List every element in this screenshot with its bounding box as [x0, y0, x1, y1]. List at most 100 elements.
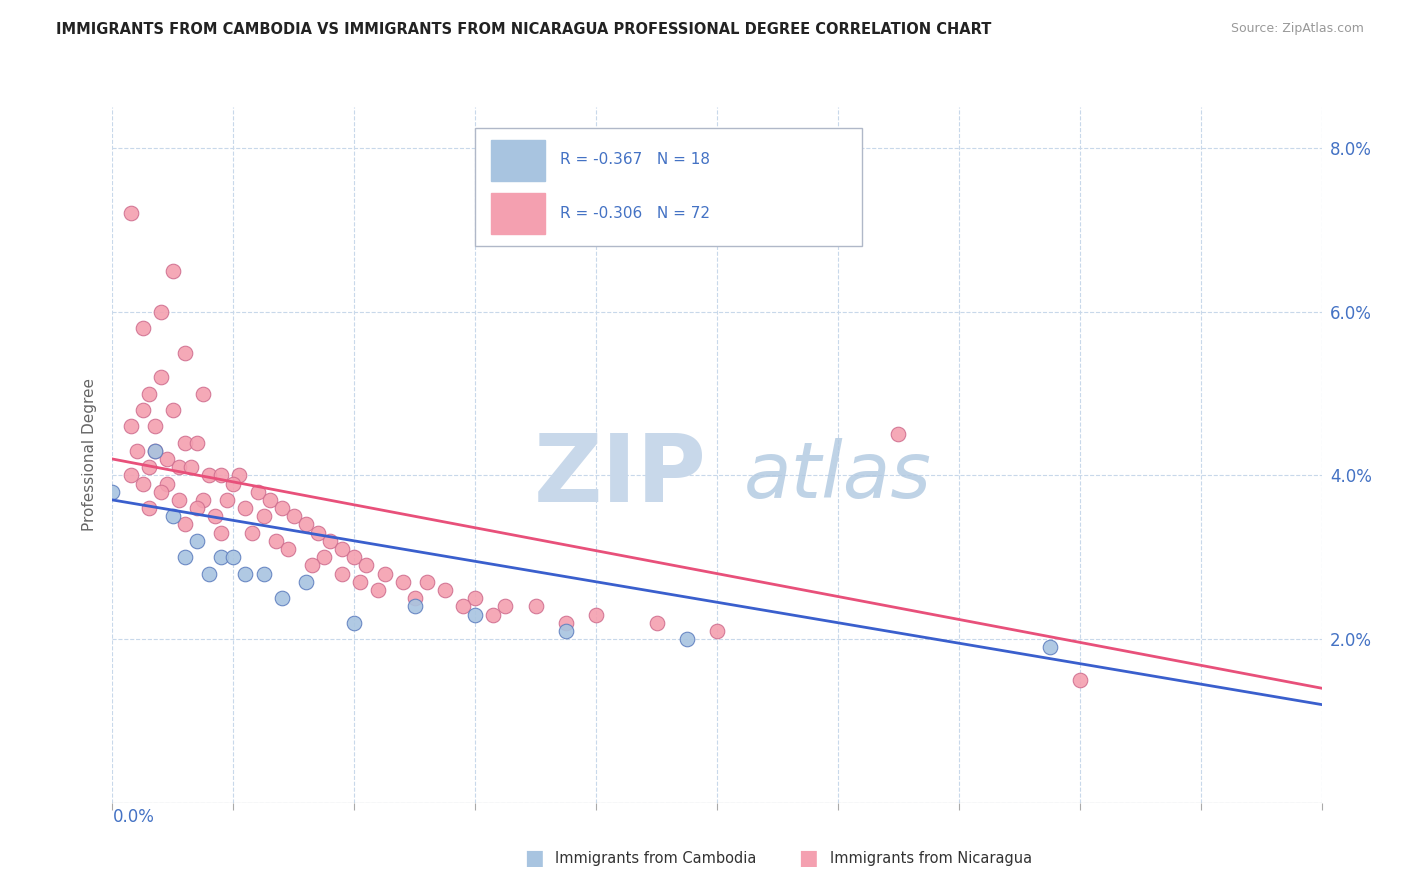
- Point: [143, 419, 166, 434]
- Point: [235, 566, 257, 581]
- Point: [138, 460, 160, 475]
- Point: [253, 566, 276, 581]
- Text: R = -0.367   N = 18: R = -0.367 N = 18: [561, 153, 710, 168]
- Point: [120, 419, 142, 434]
- Text: ZIP: ZIP: [534, 430, 707, 522]
- Point: [495, 599, 517, 614]
- Text: Source: ZipAtlas.com: Source: ZipAtlas.com: [1230, 22, 1364, 36]
- Text: IMMIGRANTS FROM CAMBODIA VS IMMIGRANTS FROM NICARAGUA PROFESSIONAL DEGREE CORREL: IMMIGRANTS FROM CAMBODIA VS IMMIGRANTS F…: [56, 22, 991, 37]
- Point: [209, 525, 232, 540]
- Point: [120, 468, 142, 483]
- Point: [149, 304, 172, 318]
- Point: [143, 443, 166, 458]
- Point: [186, 533, 208, 548]
- Point: [887, 427, 910, 442]
- Text: 0.0%: 0.0%: [112, 808, 155, 826]
- Point: [270, 591, 292, 606]
- Y-axis label: Professional Degree: Professional Degree: [82, 378, 97, 532]
- Point: [174, 435, 197, 450]
- Point: [554, 615, 576, 630]
- Point: [391, 574, 413, 589]
- Point: [349, 574, 371, 589]
- Text: atlas: atlas: [744, 438, 932, 514]
- Text: Immigrants from Cambodia: Immigrants from Cambodia: [555, 851, 756, 865]
- Point: [186, 435, 208, 450]
- Point: [132, 321, 155, 335]
- Text: Immigrants from Nicaragua: Immigrants from Nicaragua: [830, 851, 1032, 865]
- Point: [101, 484, 124, 499]
- Point: [180, 460, 202, 475]
- Point: [404, 599, 426, 614]
- Point: [143, 443, 166, 458]
- Point: [277, 542, 299, 557]
- Point: [174, 550, 197, 565]
- Point: [191, 386, 214, 401]
- Point: [228, 468, 250, 483]
- Point: [330, 542, 353, 557]
- Point: [330, 566, 353, 581]
- Point: [132, 476, 155, 491]
- Point: [186, 501, 208, 516]
- Point: [307, 525, 329, 540]
- Text: R = -0.306   N = 72: R = -0.306 N = 72: [561, 205, 710, 220]
- Point: [222, 550, 245, 565]
- Point: [167, 492, 190, 507]
- Point: [464, 607, 486, 622]
- Point: [270, 501, 292, 516]
- Bar: [491, 193, 546, 235]
- Point: [343, 615, 366, 630]
- Point: [645, 615, 668, 630]
- Point: [554, 624, 576, 638]
- Point: [162, 403, 184, 417]
- Point: [162, 509, 184, 524]
- Point: [191, 492, 214, 507]
- Point: [524, 599, 547, 614]
- Point: [125, 443, 148, 458]
- Point: [356, 558, 378, 573]
- Point: [240, 525, 263, 540]
- Point: [264, 533, 287, 548]
- Point: [706, 624, 728, 638]
- Point: [246, 484, 269, 499]
- Point: [1038, 640, 1062, 655]
- Point: [198, 468, 221, 483]
- Point: [585, 607, 607, 622]
- Point: [222, 476, 245, 491]
- Point: [204, 509, 226, 524]
- Point: [198, 566, 221, 581]
- Point: [259, 492, 281, 507]
- Point: [120, 206, 142, 220]
- Point: [174, 345, 197, 359]
- Point: [374, 566, 396, 581]
- Point: [138, 386, 160, 401]
- Point: [404, 591, 426, 606]
- Point: [253, 509, 276, 524]
- Point: [156, 476, 179, 491]
- Point: [433, 582, 456, 597]
- Point: [132, 403, 155, 417]
- Text: ■: ■: [799, 848, 818, 868]
- Point: [235, 501, 257, 516]
- Point: [174, 517, 197, 532]
- Point: [149, 370, 172, 384]
- Point: [156, 452, 179, 467]
- Bar: [491, 140, 546, 181]
- Point: [1069, 673, 1091, 687]
- Point: [217, 492, 239, 507]
- Point: [314, 550, 336, 565]
- Point: [464, 591, 486, 606]
- Point: [295, 574, 318, 589]
- Point: [319, 533, 342, 548]
- Point: [367, 582, 389, 597]
- Point: [482, 607, 505, 622]
- FancyBboxPatch shape: [475, 128, 862, 246]
- Point: [343, 550, 366, 565]
- Point: [167, 460, 190, 475]
- Point: [138, 501, 160, 516]
- Point: [283, 509, 305, 524]
- Point: [675, 632, 697, 646]
- Point: [301, 558, 323, 573]
- Point: [416, 574, 439, 589]
- Text: ■: ■: [524, 848, 544, 868]
- Point: [451, 599, 474, 614]
